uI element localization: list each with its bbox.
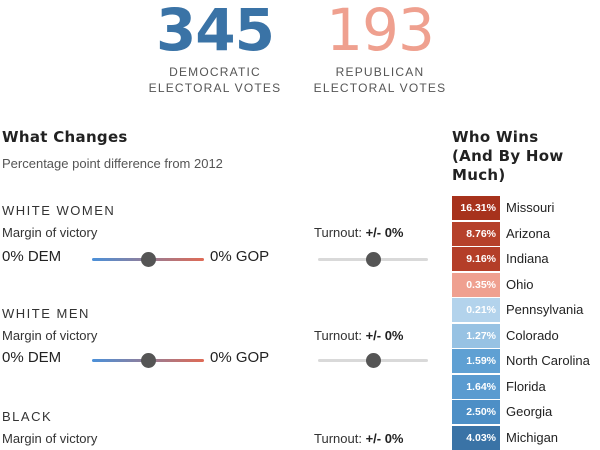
state-name: Indiana (506, 251, 549, 266)
state-name: Georgia (506, 404, 553, 419)
state-row-florida: 1.64% Florida (452, 374, 600, 399)
state-row-pennsylvania: 0.21% Pennsylvania (452, 298, 600, 322)
dem-total: 345 DEMOCRATIC ELECTORAL VOTES (125, 0, 305, 96)
turnout-value: +/- 0% (365, 328, 404, 343)
gop-margin-value: 0% GOP (210, 349, 270, 366)
margin-label: Margin of victory (2, 431, 98, 446)
state-margin-badge: 9.16% (452, 247, 500, 271)
state-row-michigan: 4.03% Michigan (452, 425, 600, 450)
electoral-totals: 345 DEMOCRATIC ELECTORAL VOTES 193 REPUB… (0, 0, 600, 95)
state-row-colorado: 1.27% Colorado (452, 323, 600, 348)
what-changes-header: What Changes Percentage point difference… (2, 128, 422, 171)
turnout-text: Turnout: (314, 328, 362, 343)
margin-label: Margin of victory (2, 328, 98, 343)
gop-electoral-votes: 193 (326, 0, 435, 64)
turnout-text: Turnout: (314, 225, 362, 240)
state-row-north-carolina: 1.59% North Carolina (452, 349, 600, 373)
dem-label: DEMOCRATIC ELECTORAL VOTES (125, 64, 305, 96)
state-row-missouri: 16.31% Missouri (452, 196, 600, 220)
turnout-label: Turnout: +/- 0% (314, 225, 404, 240)
group-white-women: WHITE WOMEN Margin of victory Turnout: +… (2, 203, 428, 267)
margin-slider[interactable] (92, 353, 204, 368)
turnout-value: +/- 0% (365, 225, 404, 240)
state-row-arizona: 8.76% Arizona (452, 221, 600, 246)
who-wins-panel: Who Wins (And By How Much) 16.31% Missou… (452, 128, 600, 450)
state-margin-badge: 1.64% (452, 374, 500, 399)
turnout-label: Turnout: +/- 0% (314, 328, 404, 343)
margin-slider[interactable] (92, 252, 204, 267)
turnout-text: Turnout: (314, 431, 362, 446)
state-margin-badge: 16.31% (452, 196, 500, 220)
turnout-slider-handle[interactable] (366, 252, 381, 267)
group-title: BLACK (2, 409, 53, 424)
group-title: WHITE WOMEN (2, 203, 116, 218)
state-name: Missouri (506, 200, 555, 215)
margin-slider-handle[interactable] (141, 353, 156, 368)
gop-margin-value: 0% GOP (210, 248, 270, 265)
state-row-ohio: 0.35% Ohio (452, 272, 600, 297)
state-margin-badge: 4.03% (452, 425, 500, 450)
dem-label-line1: DEMOCRATIC (169, 65, 261, 79)
group-white-men: WHITE MEN Margin of victory Turnout: +/-… (2, 306, 428, 368)
margin-slider-handle[interactable] (141, 252, 156, 267)
state-name: Arizona (506, 225, 551, 241)
state-name: North Carolina (506, 353, 590, 368)
state-name: Pennsylvania (506, 302, 584, 317)
turnout-value: +/- 0% (365, 431, 404, 446)
what-changes-subtitle: Percentage point difference from 2012 (2, 156, 223, 171)
state-name: Ohio (506, 276, 534, 292)
gop-label-line1: REPUBLICAN (335, 65, 425, 79)
state-name: Colorado (506, 327, 559, 343)
who-wins-title: Who Wins (And By How Much) (452, 128, 600, 185)
margin-label: Margin of victory (2, 225, 98, 240)
state-margin-badge: 0.21% (452, 298, 500, 322)
who-wins-title-line1: Who Wins (452, 128, 539, 146)
state-row-georgia: 2.50% Georgia (452, 400, 600, 424)
dem-margin-value: 0% DEM (2, 349, 62, 366)
turnout-slider-handle[interactable] (366, 353, 381, 368)
state-row-indiana: 9.16% Indiana (452, 247, 600, 271)
group-black: BLACK Margin of victory Turnout: +/- 0% (2, 409, 422, 446)
dem-margin-value: 0% DEM (2, 248, 62, 265)
what-changes-title: What Changes (2, 128, 128, 146)
who-wins-title-line2: (And By How (452, 147, 564, 165)
state-margin-badge: 8.76% (452, 221, 500, 246)
state-margin-badge: 0.35% (452, 272, 500, 297)
state-name: Florida (506, 378, 546, 394)
turnout-slider[interactable] (318, 252, 428, 267)
gop-label: REPUBLICAN ELECTORAL VOTES (290, 64, 470, 96)
state-margin-badge: 1.27% (452, 323, 500, 348)
state-name: Michigan (506, 429, 559, 445)
gop-label-line2: ELECTORAL VOTES (313, 81, 447, 95)
dem-label-line2: ELECTORAL VOTES (148, 81, 282, 95)
gop-total: 193 REPUBLICAN ELECTORAL VOTES (290, 0, 470, 96)
turnout-slider[interactable] (318, 353, 428, 368)
state-margin-badge: 1.59% (452, 349, 500, 373)
who-wins-title-line3: Much) (452, 166, 506, 184)
turnout-label: Turnout: +/- 0% (314, 431, 404, 446)
dem-electoral-votes: 345 (155, 0, 275, 64)
state-margin-badge: 2.50% (452, 400, 500, 424)
group-title: WHITE MEN (2, 306, 90, 321)
